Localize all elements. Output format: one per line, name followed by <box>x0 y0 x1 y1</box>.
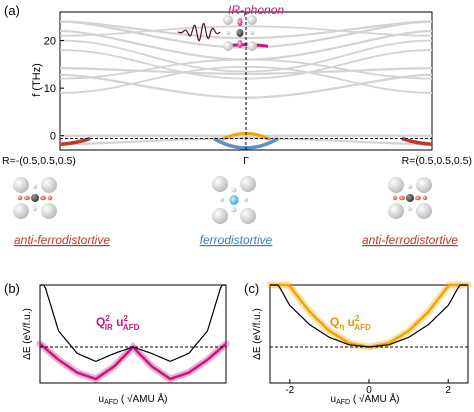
phonon-band-2-1 <box>245 73 433 99</box>
panel-a: (a) 0 10 20 f (THz) R=-(0.5,0.5,0.5) Γ R=(… <box>2 3 472 247</box>
panel-c-x-tick-label-2: 2 <box>445 385 451 396</box>
panel-c-curves <box>266 281 472 351</box>
y-axis-label: f (THz) <box>31 63 43 97</box>
x-tick-label-R-pos: R=(0.5,0.5,0.5) <box>402 155 472 167</box>
atom-cluster-gamma <box>212 176 256 224</box>
atom-cluster-R-left <box>13 177 57 219</box>
phonon-band-extra-1-1 <box>245 49 433 80</box>
phonon-band-extra-4-0 <box>59 58 247 80</box>
panel-b-x-label: uAFD ( √AMU Å) <box>99 392 168 406</box>
phonon-band-extra-2-1 <box>245 65 433 94</box>
panel-b-frame <box>39 284 227 384</box>
y-tick-label-0: 0 <box>50 131 56 143</box>
panel-b-label: (b) <box>4 281 20 296</box>
panel-b-y-label: ΔE (eV/f.u.) <box>22 308 33 360</box>
phonon-band-6-0 <box>59 20 247 40</box>
phonon-band-extra-1-0 <box>59 49 247 80</box>
phonon-band-2-0 <box>59 73 247 99</box>
panel-a-label: (a) <box>4 3 20 18</box>
panel-c-x-label: uAFD ( √AMU Å) <box>331 392 400 406</box>
R-left-red-mode <box>59 136 91 147</box>
R-right-red-mode <box>401 136 433 147</box>
panel-b-band-glow <box>36 340 230 383</box>
y-tick-label-1: 10 <box>44 83 56 95</box>
panel-c-y-label: ΔE (eV/f.u.) <box>252 308 263 360</box>
phonon-bands <box>59 20 433 146</box>
ir-wave-icon <box>177 22 221 42</box>
phonon-band-3-1 <box>245 67 433 75</box>
panel-c-term: Qη u2 AFD <box>330 314 371 332</box>
left-mode-label: anti-ferrodistortive <box>14 233 110 247</box>
phonon-band-extra-3-0 <box>59 25 247 37</box>
x-tick-label-R-neg: R=-(0.5,0.5,0.5) <box>2 155 76 167</box>
panel-c-energy-curve <box>270 284 468 348</box>
panel-c-x-tick-label-0: -2 <box>285 385 294 396</box>
phonon-band-extra-0-0 <box>59 39 247 73</box>
phonon-band-extra-2-0 <box>59 65 247 94</box>
phonon-band-extra-3-1 <box>245 25 433 37</box>
panel-b-term: Q2 IR u2 AFD <box>96 314 140 332</box>
ir-phonon-label: IR-phonon <box>228 3 284 17</box>
x-tick-label-gamma: Γ <box>243 155 249 167</box>
center-mode-label: ferrodistortive <box>200 233 273 247</box>
panel-c-band-glow <box>266 281 472 351</box>
phonon-band-3-0 <box>59 67 247 75</box>
panel-b-curves <box>36 284 230 383</box>
phonon-band-6-1 <box>245 20 433 40</box>
panel-c-label: (c) <box>244 281 259 296</box>
y-tick-label-2: 20 <box>44 36 56 48</box>
panel-c-x-tick-label-1: 0 <box>366 385 372 396</box>
atom-cluster-top <box>223 15 257 51</box>
y-axis-ticks: 0 10 20 <box>44 36 64 143</box>
phonon-band-4-0 <box>59 29 247 61</box>
phonon-band-extra-0-1 <box>245 39 433 73</box>
panel-b: (b) Q2 IR u2 AFD ΔE (eV/f.u.) uAFD ( √AMU … <box>4 281 230 406</box>
phonon-band-extra-4-1 <box>245 58 433 80</box>
atom-cluster-R-right <box>388 177 432 219</box>
panel-c-x-ticks: -2 0 2 <box>285 379 451 396</box>
right-mode-label: anti-ferrodistortive <box>362 233 458 247</box>
phonon-band-4-1 <box>245 29 433 61</box>
panel-c: (c) Qη u2 AFD ΔE (eV/f.u.) -2 0 2 uAFD ( √A… <box>244 281 472 406</box>
